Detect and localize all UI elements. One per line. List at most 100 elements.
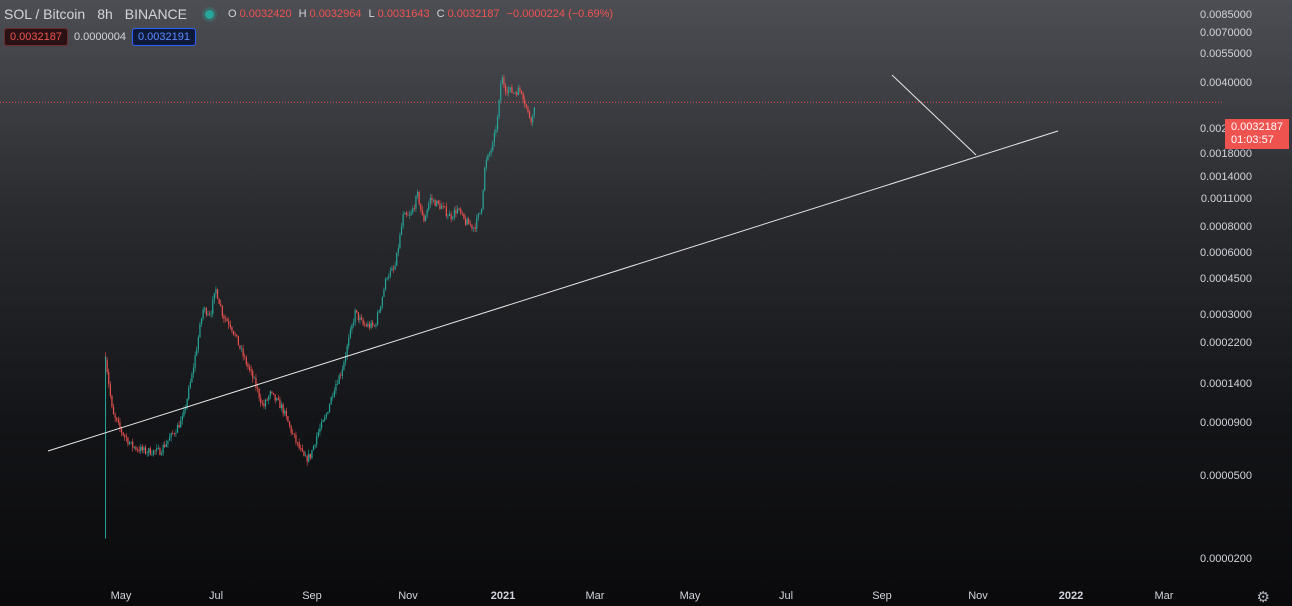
candle-down <box>223 315 225 319</box>
candle-down <box>528 111 531 118</box>
sell-price-button[interactable]: 0.0032187 <box>4 28 68 46</box>
candle-up <box>367 323 369 327</box>
candle-up <box>324 417 326 421</box>
candle-up <box>485 160 487 168</box>
candle-up <box>336 384 339 385</box>
candle-down <box>108 371 110 385</box>
candle-up <box>351 324 353 330</box>
candle-up <box>482 190 484 209</box>
candle-down <box>124 435 126 437</box>
candle-up <box>341 369 343 376</box>
candle-down <box>423 215 425 222</box>
candle-up <box>327 411 329 414</box>
candle-up <box>472 227 475 229</box>
candle-down <box>208 313 211 315</box>
candle-up <box>479 212 481 214</box>
candle-up <box>333 390 335 397</box>
interval[interactable]: 8h <box>97 6 113 22</box>
candle-up <box>328 404 331 412</box>
candle-down <box>256 387 259 389</box>
candle-up <box>452 217 454 219</box>
x-tick-label: Nov <box>398 590 418 602</box>
candle-down <box>109 384 111 396</box>
candle-up <box>496 116 499 130</box>
candle-up <box>383 289 385 297</box>
settings-gear-icon[interactable]: ⚙ <box>1256 589 1270 606</box>
y-tick-label: 0.0004500 <box>1200 272 1252 285</box>
candle-down <box>144 447 147 454</box>
price-candles <box>104 74 535 539</box>
candle-down <box>250 369 252 372</box>
candle-down <box>224 318 227 320</box>
candle-up <box>196 349 198 356</box>
candle-up <box>440 206 443 209</box>
candle-up <box>157 448 159 449</box>
candle-up <box>416 192 419 197</box>
candle-down <box>244 356 246 358</box>
x-tick-label: Nov <box>968 590 988 602</box>
candle-up <box>344 355 347 363</box>
candle-down <box>421 209 423 216</box>
candle-up <box>304 455 307 457</box>
candle-up <box>181 416 183 421</box>
candle-down <box>468 219 470 225</box>
symbol-name[interactable]: SOL / Bitcoin <box>4 6 86 22</box>
candle-up <box>264 399 267 407</box>
candle-up <box>151 454 153 456</box>
candle-down <box>506 91 508 93</box>
y-tick-label: 0.0011000 <box>1200 192 1252 205</box>
falling-trendline[interactable] <box>891 74 977 156</box>
candle-up <box>375 324 377 326</box>
candle-down <box>372 322 374 326</box>
candle-down <box>271 391 273 393</box>
candle-down <box>274 394 276 401</box>
candle-up <box>308 453 310 462</box>
candle-up <box>176 424 179 433</box>
candle-down <box>364 324 366 325</box>
buy-price-button[interactable]: 0.0032191 <box>132 28 196 46</box>
candle-up <box>376 312 379 325</box>
candle-down <box>159 448 161 455</box>
candle-up <box>276 398 278 401</box>
candle-down <box>298 442 300 449</box>
candle-up <box>167 440 169 444</box>
candle-down <box>439 203 441 209</box>
candle-up <box>207 313 209 315</box>
candle-up <box>240 348 243 350</box>
chart-header: SOL / Bitcoin 8h BINANCE O 0.0032420 H 0.0… <box>4 5 617 23</box>
candle-up <box>436 200 438 206</box>
candle-up <box>447 215 449 217</box>
candle-up <box>349 329 351 338</box>
candle-down <box>149 448 151 455</box>
x-tick-label: May <box>110 590 132 602</box>
candle-down <box>122 432 124 436</box>
rising-trendline[interactable] <box>47 130 1059 452</box>
candle-down <box>252 371 254 379</box>
candle-down <box>516 92 518 96</box>
candle-down <box>469 224 471 225</box>
candle-down <box>111 395 113 407</box>
candle-up <box>400 226 403 235</box>
candle-up <box>210 313 212 315</box>
candle-down <box>292 432 294 434</box>
candle-down <box>119 422 121 429</box>
candle-up <box>170 433 172 438</box>
y-tick-label: 0.0055000 <box>1200 48 1252 61</box>
spread-value: 0.0000004 <box>74 31 126 43</box>
candle-up <box>269 391 271 397</box>
open-key: O <box>228 8 237 20</box>
candle-up <box>343 362 345 370</box>
candle-up <box>476 217 478 229</box>
x-tick-label: Mar <box>1154 590 1174 602</box>
candle-up <box>162 444 164 453</box>
candle-down <box>461 213 463 214</box>
candle-down <box>266 399 268 401</box>
candle-down <box>136 449 139 451</box>
close-value: 0.0032187 <box>447 8 500 20</box>
candle-up <box>386 277 388 279</box>
candle-up <box>533 107 535 115</box>
candle-up <box>186 399 188 408</box>
candle-up <box>484 167 486 191</box>
x-tick-label: Sep <box>872 590 892 602</box>
